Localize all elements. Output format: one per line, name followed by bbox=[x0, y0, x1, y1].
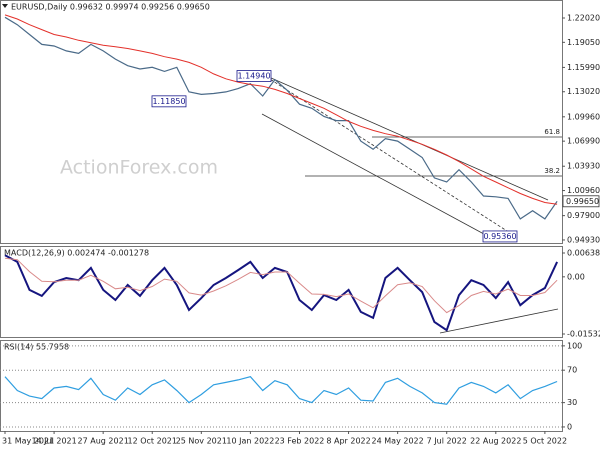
watermark: ActionForex.com bbox=[60, 157, 218, 179]
series-line bbox=[4, 14, 558, 205]
y-tick-label: 1.15990 bbox=[567, 63, 600, 72]
last-price-label: 0.99650 bbox=[566, 197, 599, 206]
series-line bbox=[4, 257, 558, 314]
x-tick-label: 23 Feb 2022 bbox=[275, 437, 325, 446]
level-label: 0.95360 bbox=[483, 232, 516, 241]
level-box bbox=[482, 230, 518, 243]
y-tick-label: 1.00960 bbox=[567, 186, 600, 195]
x-tick-label: 31 May 2021 bbox=[2, 437, 54, 446]
x-tick-label: 14 Jul 2021 bbox=[31, 437, 76, 446]
x-tick-label: 25 Nov 2021 bbox=[176, 437, 227, 446]
level-box bbox=[151, 95, 187, 108]
y-tick-label: 1.03930 bbox=[567, 162, 600, 171]
level-box bbox=[236, 70, 272, 82]
y-tick-label: 0.00 bbox=[567, 272, 585, 281]
y-tick-label: 0.006387 bbox=[567, 249, 600, 258]
level-label: 1.14940 bbox=[237, 72, 270, 81]
y-tick-label: -0.015324 bbox=[567, 329, 600, 338]
x-tick-label: 12 Oct 2021 bbox=[128, 437, 177, 446]
x-tick-label: 7 Jul 2022 bbox=[427, 437, 467, 446]
y-tick-label: 1.06990 bbox=[567, 137, 600, 146]
rsi-panel bbox=[0, 340, 563, 432]
y-tick-label: 0 bbox=[567, 422, 572, 431]
series-line bbox=[4, 254, 559, 332]
chart-title: EURUSD,Daily 0.99632 0.99974 0.99256 0.9… bbox=[11, 3, 210, 12]
price-panel bbox=[0, 0, 563, 244]
fib-label: 38.2 bbox=[544, 167, 560, 175]
x-tick-label: 8 Apr 2022 bbox=[326, 437, 370, 446]
fib-label: 61.8 bbox=[544, 128, 560, 136]
series-line bbox=[4, 376, 558, 405]
x-tick-label: 24 May 2022 bbox=[372, 437, 424, 446]
macd-title: MACD(12,26,9) 0.002474 -0.001278 bbox=[4, 249, 149, 258]
macd-panel bbox=[0, 246, 563, 338]
channel-lower bbox=[261, 113, 496, 241]
y-tick-label: 0.94930 bbox=[567, 235, 600, 244]
last-price-tag bbox=[562, 195, 600, 208]
y-tick-label: 1.09960 bbox=[567, 112, 600, 121]
y-tick-label: 1.22020 bbox=[567, 13, 600, 22]
x-tick-label: 5 Oct 2022 bbox=[523, 437, 567, 446]
x-tick-label: 10 Jan 2022 bbox=[226, 437, 274, 446]
y-tick-label: 70 bbox=[567, 366, 577, 375]
x-tick-label: 27 Aug 2021 bbox=[78, 437, 129, 446]
level-label: 1.11850 bbox=[152, 97, 185, 106]
x-tick-label: 22 Aug 2022 bbox=[470, 437, 521, 446]
collapse-icon bbox=[2, 4, 8, 8]
macd-trend bbox=[439, 308, 559, 334]
y-tick-label: 30 bbox=[567, 398, 577, 407]
dashed-trend bbox=[261, 73, 519, 239]
y-tick-label: 1.13020 bbox=[567, 87, 600, 96]
y-tick-label: 100 bbox=[567, 341, 582, 350]
y-tick-label: 0.97900 bbox=[567, 211, 600, 220]
series-line bbox=[4, 16, 558, 220]
rsi-title: RSI(14) 55.7958 bbox=[4, 343, 69, 352]
y-tick-label: 1.19050 bbox=[567, 38, 600, 47]
